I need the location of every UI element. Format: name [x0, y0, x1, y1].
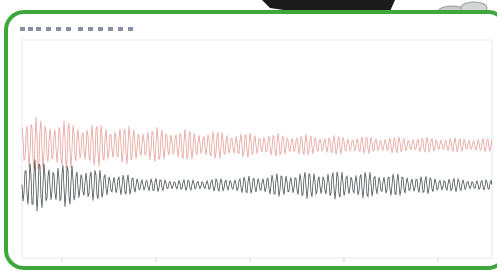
page: {"chart_panel": {"traces": [{"color": "#…	[0, 0, 497, 271]
plot-area	[22, 40, 492, 258]
scene	[0, 0, 497, 271]
